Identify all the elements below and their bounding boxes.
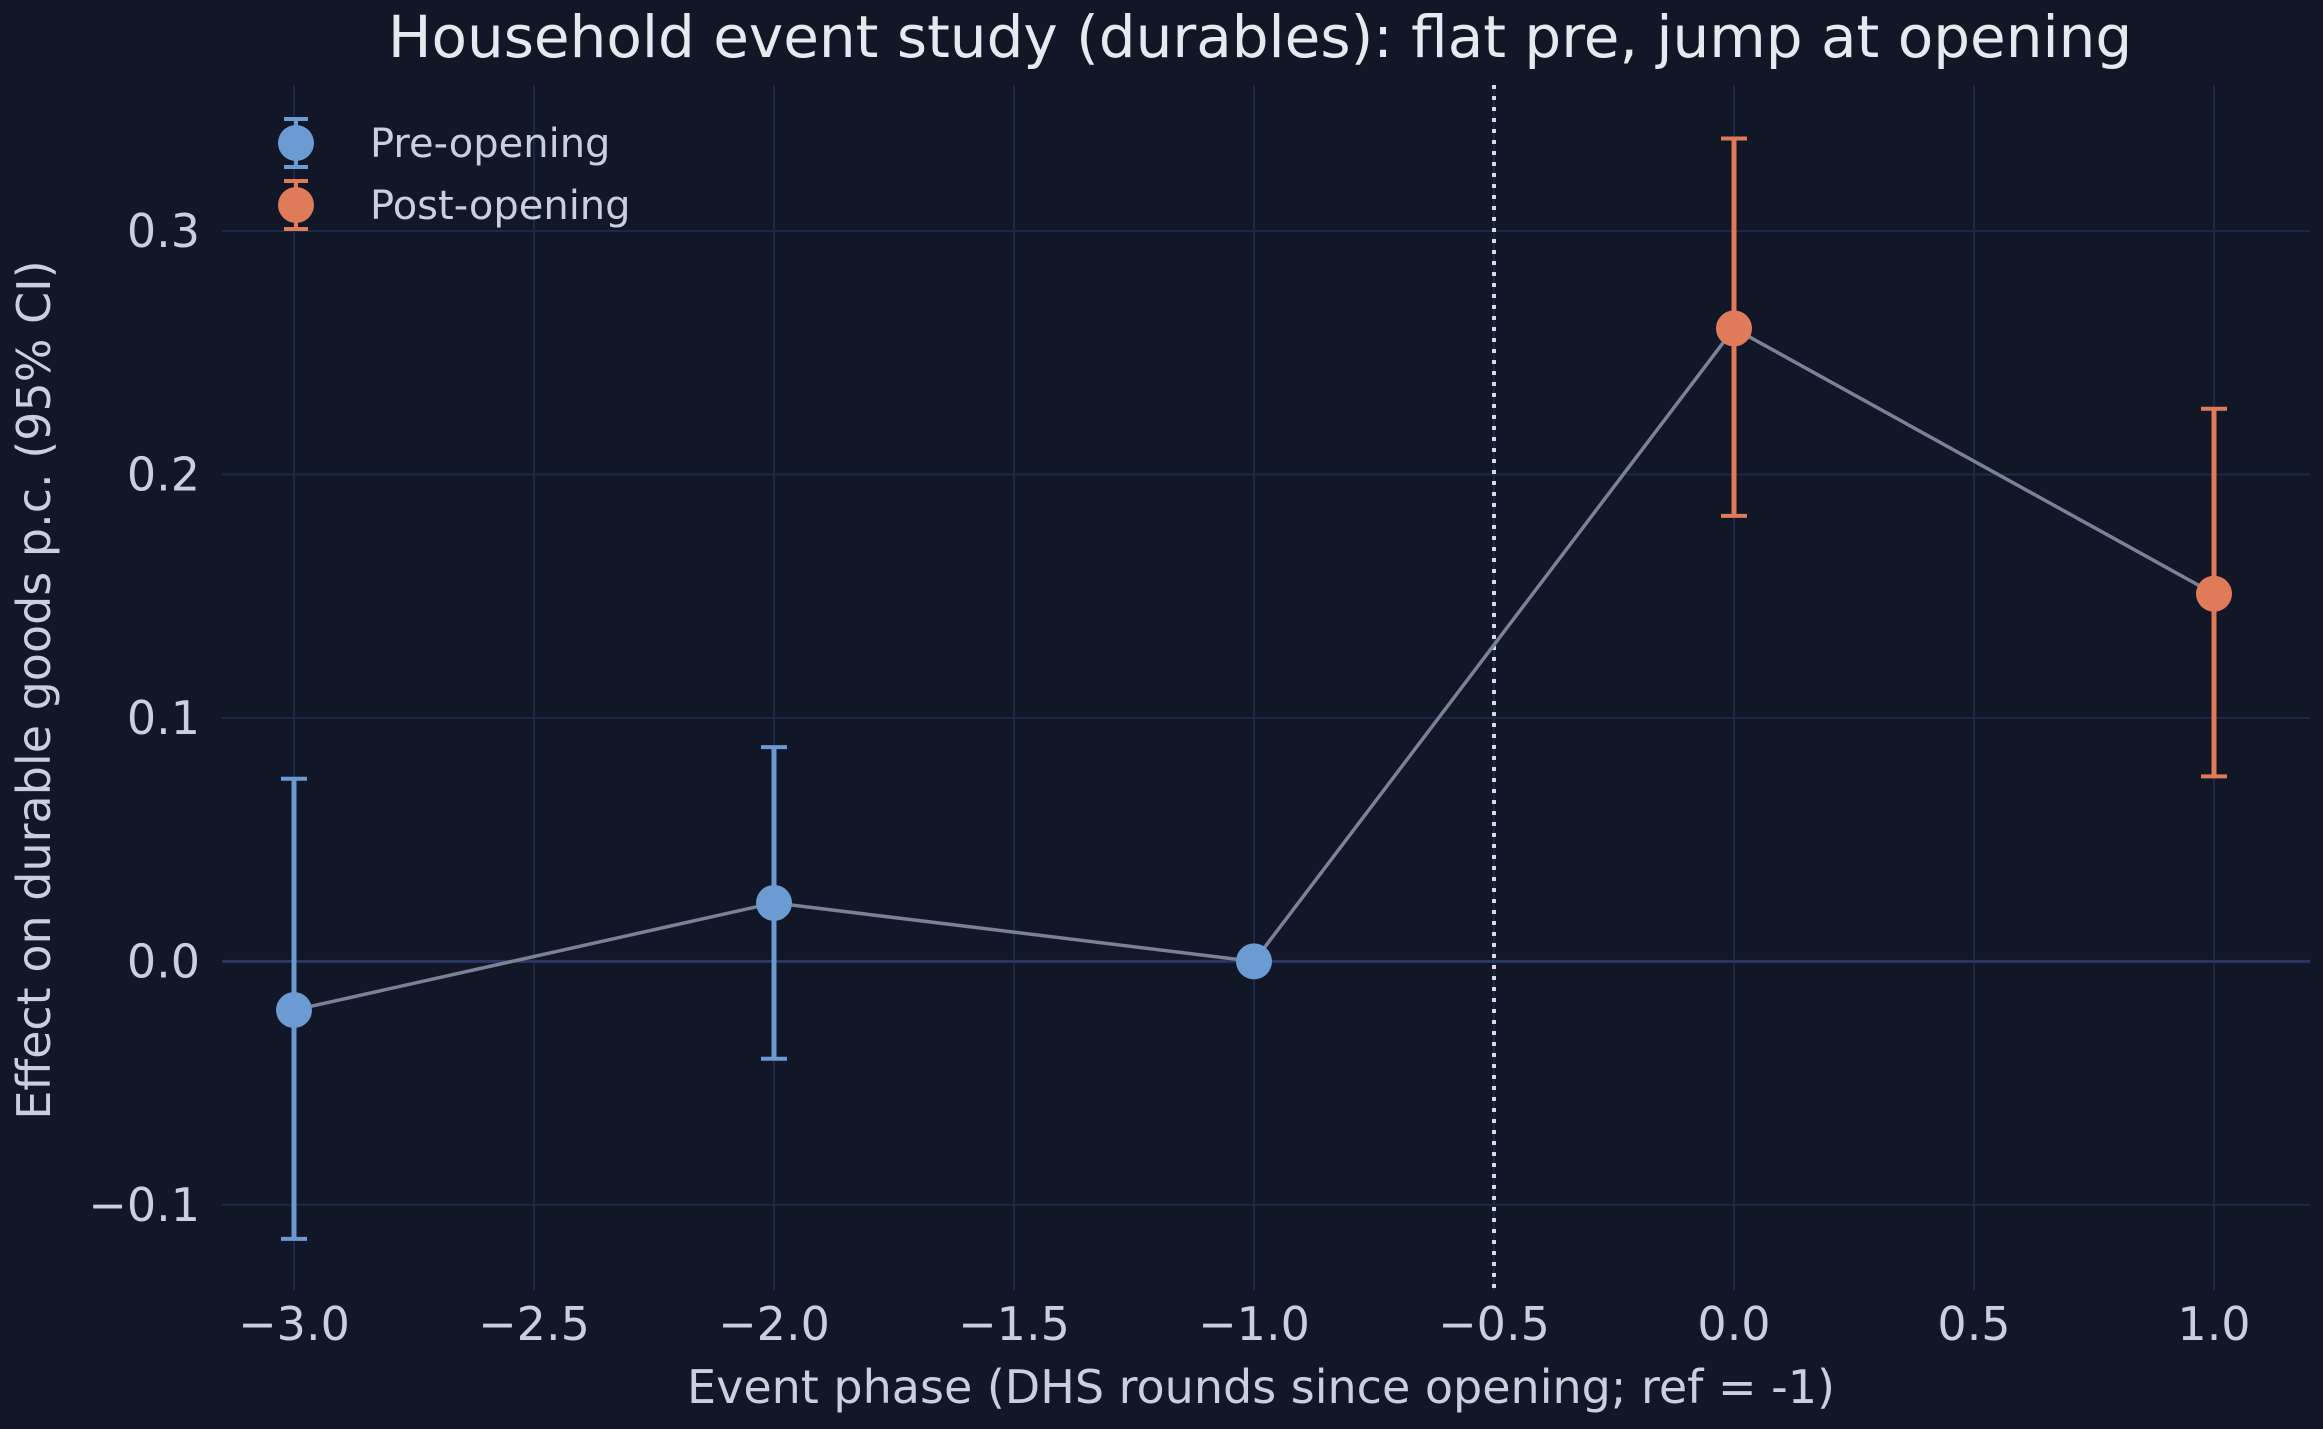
chart-title: Household event study (durables): flat p… (388, 3, 2132, 71)
y-tick-label-4: 0.3 (127, 204, 200, 258)
x-tick-label-6: 0.0 (1697, 1297, 1770, 1351)
x-tick-label-5: −0.5 (1438, 1297, 1550, 1351)
legend-marker-0 (278, 125, 314, 161)
legend-label-1: Post-opening (370, 183, 631, 229)
legend: Pre-opening Post-opening (278, 117, 631, 231)
point-0-1 (756, 884, 792, 921)
legend-marker-1 (278, 187, 314, 223)
x-tick-label-7: 0.5 (1937, 1297, 2010, 1351)
y-tick-label-2: 0.1 (127, 691, 200, 745)
point-1-1 (2196, 575, 2232, 612)
x-tick-labels: −3.0 −2.5 −2.0 −1.5 −1.0 −0.5 0.0 0.5 1.0 (238, 1297, 2250, 1351)
y-axis-label: Effect on durable goods p.c. (95% CI) (7, 260, 61, 1119)
point-0-0 (276, 992, 312, 1029)
point-0-2 (1236, 943, 1272, 980)
y-tick-labels: −0.1 0.0 0.1 0.2 0.3 (88, 204, 200, 1232)
point-1-0 (1716, 310, 1752, 347)
legend-label-0: Pre-opening (370, 121, 610, 167)
y-tick-label-3: 0.2 (127, 447, 200, 501)
x-tick-label-0: −3.0 (238, 1297, 350, 1351)
x-axis-label: Event phase (DHS rounds since opening; r… (687, 1360, 1835, 1414)
data-points (276, 310, 2232, 1029)
x-tick-label-3: −1.5 (958, 1297, 1070, 1351)
y-tick-label-1: 0.0 (127, 934, 200, 988)
y-tick-label-0: −0.1 (88, 1178, 200, 1232)
x-tick-label-4: −1.0 (1198, 1297, 1310, 1351)
x-tick-label-8: 1.0 (2177, 1297, 2250, 1351)
x-tick-label-2: −2.0 (718, 1297, 830, 1351)
x-tick-label-1: −2.5 (478, 1297, 590, 1351)
